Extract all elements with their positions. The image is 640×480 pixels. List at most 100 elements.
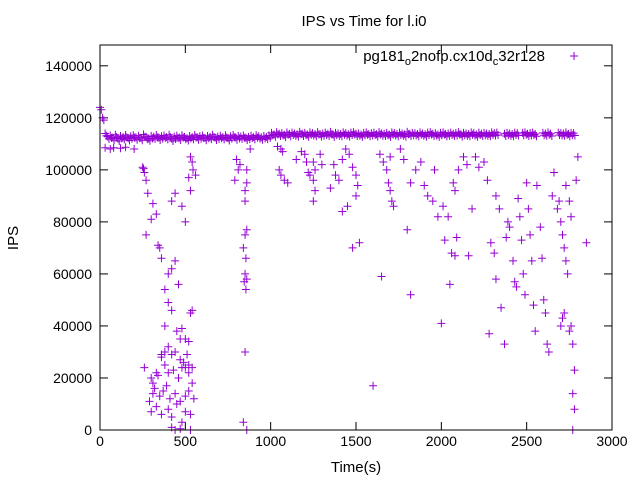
band-point (570, 131, 579, 140)
x-tick-label: 500 (174, 433, 198, 449)
data-point (544, 347, 553, 356)
data-point (510, 277, 519, 286)
data-point (572, 176, 581, 185)
data-point (155, 392, 164, 401)
data-point (167, 412, 176, 421)
data-point (305, 171, 314, 180)
data-point (240, 277, 249, 286)
data-point (147, 407, 156, 416)
x-tick-label: 2500 (511, 433, 542, 449)
data-point (159, 386, 168, 395)
data-point (174, 373, 183, 382)
data-point (186, 152, 195, 161)
data-point (167, 264, 176, 273)
data-point (539, 295, 548, 304)
data-point (519, 269, 528, 278)
data-point (241, 230, 250, 239)
data-point (160, 360, 169, 369)
y-tick-label: 80000 (53, 214, 92, 230)
y-tick-label: 0 (84, 422, 92, 438)
data-point (302, 158, 311, 167)
data-point (184, 337, 193, 346)
data-point (515, 212, 524, 221)
data-point (495, 204, 504, 213)
data-point (509, 256, 518, 265)
data-point (382, 165, 391, 174)
data-point (561, 181, 570, 190)
data-point (462, 160, 471, 169)
data-point (387, 197, 396, 206)
data-point (186, 410, 195, 419)
data-point (503, 217, 512, 226)
data-point (300, 150, 309, 159)
data-point (377, 272, 386, 281)
data-point (188, 363, 197, 372)
band-point (494, 131, 503, 140)
data-point (468, 204, 477, 213)
data-point (101, 143, 110, 152)
data-point (379, 158, 388, 167)
data-point (486, 238, 495, 247)
data-point (352, 191, 360, 200)
data-point (514, 194, 523, 203)
data-point (483, 176, 492, 185)
data-point (116, 144, 125, 153)
data-point (326, 184, 335, 193)
x-tick-label: 2000 (426, 433, 457, 449)
data-point (536, 223, 545, 232)
data-point (189, 394, 198, 403)
x-tick-label: 0 (96, 433, 104, 449)
data-point (165, 394, 174, 403)
data-point (167, 197, 176, 206)
data-point (241, 285, 250, 294)
data-point (403, 225, 412, 234)
data-point (352, 171, 360, 180)
y-tick-label: 120000 (45, 110, 92, 126)
data-points (96, 103, 591, 434)
data-point (549, 168, 558, 177)
data-point (138, 163, 147, 172)
axis-ticks: 0 20000 40000 60000 80000 100000 120000 140000 0… (45, 45, 628, 449)
data-point (157, 410, 166, 419)
chart-title: IPS vs Time for l.i0 (301, 13, 426, 30)
data-point (440, 236, 449, 245)
data-point (445, 280, 454, 289)
data-point (242, 178, 251, 187)
data-point (565, 327, 574, 336)
data-point (121, 143, 130, 152)
data-point (183, 350, 192, 359)
data-point (538, 254, 547, 263)
data-point (311, 186, 320, 195)
y-tick-label: 60000 (53, 266, 92, 282)
data-point (167, 306, 176, 315)
data-point (145, 397, 154, 406)
data-point (241, 347, 250, 356)
data-point (348, 163, 357, 172)
data-point (154, 371, 163, 380)
data-point (276, 171, 285, 180)
data-point (162, 381, 171, 390)
data-point (428, 197, 437, 206)
data-point (437, 319, 446, 328)
data-point (570, 405, 579, 414)
data-point (345, 150, 354, 159)
data-point (369, 381, 378, 390)
data-point (411, 165, 420, 174)
data-point (406, 290, 415, 299)
data-point (555, 197, 564, 206)
data-point (142, 176, 151, 185)
data-point (150, 384, 159, 393)
data-point (234, 165, 243, 174)
data-point (430, 165, 439, 174)
data-point (188, 158, 197, 167)
data-point (568, 340, 577, 349)
legend: pg181o2nofp.cx10dc32r128 (363, 48, 578, 68)
data-point (485, 329, 494, 338)
data-point (130, 145, 139, 154)
data-point (433, 212, 442, 221)
data-point (188, 306, 197, 315)
data-point (309, 197, 318, 206)
data-point (558, 314, 567, 323)
legend-label: pg181o2nofp.cx10dc32r128 (363, 48, 545, 68)
